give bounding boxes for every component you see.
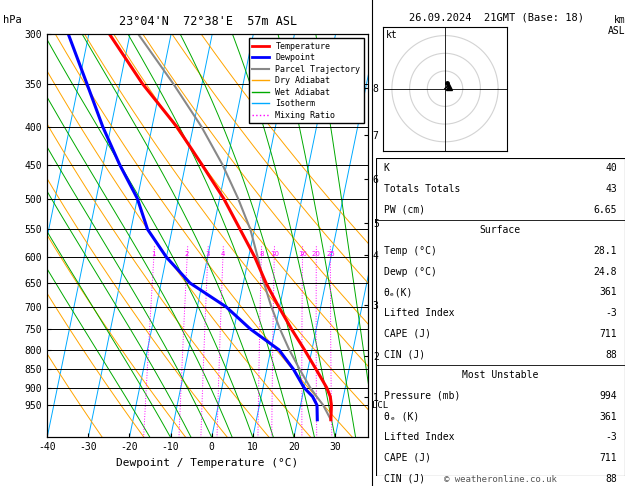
Text: Totals Totals: Totals Totals: [384, 184, 460, 194]
Text: Surface: Surface: [480, 226, 521, 235]
Text: 16: 16: [298, 251, 307, 257]
Text: -3: -3: [605, 432, 617, 442]
Text: 24.8: 24.8: [594, 267, 617, 277]
Text: 2: 2: [185, 251, 189, 257]
Text: © weatheronline.co.uk: © weatheronline.co.uk: [443, 474, 557, 484]
Text: 20: 20: [312, 251, 321, 257]
Text: Pressure (mb): Pressure (mb): [384, 391, 460, 401]
Text: CIN (J): CIN (J): [384, 474, 425, 484]
Text: PW (cm): PW (cm): [384, 205, 425, 215]
Text: 10: 10: [270, 251, 279, 257]
Text: 994: 994: [599, 391, 617, 401]
Text: 88: 88: [605, 349, 617, 360]
Text: km
ASL: km ASL: [608, 15, 626, 36]
X-axis label: Dewpoint / Temperature (°C): Dewpoint / Temperature (°C): [116, 458, 299, 468]
Text: hPa: hPa: [3, 15, 22, 25]
Text: K: K: [384, 163, 389, 174]
Text: -3: -3: [605, 308, 617, 318]
Text: 23°04'N  72°38'E  57m ASL: 23°04'N 72°38'E 57m ASL: [118, 15, 297, 28]
Text: Temp (°C): Temp (°C): [384, 246, 437, 256]
Text: 25: 25: [326, 251, 335, 257]
Text: 88: 88: [605, 474, 617, 484]
Text: Lifted Index: Lifted Index: [384, 432, 454, 442]
Text: kt: kt: [386, 31, 398, 40]
Text: θₑ (K): θₑ (K): [384, 412, 419, 421]
Text: 40: 40: [605, 163, 617, 174]
Text: θₑ(K): θₑ(K): [384, 287, 413, 297]
Text: 711: 711: [599, 453, 617, 463]
Text: 6.65: 6.65: [594, 205, 617, 215]
Text: 361: 361: [599, 412, 617, 421]
Text: 43: 43: [605, 184, 617, 194]
Text: Lifted Index: Lifted Index: [384, 308, 454, 318]
Text: LCL: LCL: [372, 400, 388, 410]
Text: 26.09.2024  21GMT (Base: 18): 26.09.2024 21GMT (Base: 18): [409, 12, 584, 22]
Text: CAPE (J): CAPE (J): [384, 453, 431, 463]
Legend: Temperature, Dewpoint, Parcel Trajectory, Dry Adiabat, Wet Adiabat, Isotherm, Mi: Temperature, Dewpoint, Parcel Trajectory…: [249, 38, 364, 123]
Text: 8: 8: [259, 251, 264, 257]
Text: CAPE (J): CAPE (J): [384, 329, 431, 339]
Text: 711: 711: [599, 329, 617, 339]
Text: CIN (J): CIN (J): [384, 349, 425, 360]
Text: 1: 1: [152, 251, 156, 257]
Text: 361: 361: [599, 287, 617, 297]
Text: 3: 3: [206, 251, 210, 257]
Text: 4: 4: [221, 251, 225, 257]
Text: Dewp (°C): Dewp (°C): [384, 267, 437, 277]
Text: 28.1: 28.1: [594, 246, 617, 256]
Text: Most Unstable: Most Unstable: [462, 370, 538, 380]
